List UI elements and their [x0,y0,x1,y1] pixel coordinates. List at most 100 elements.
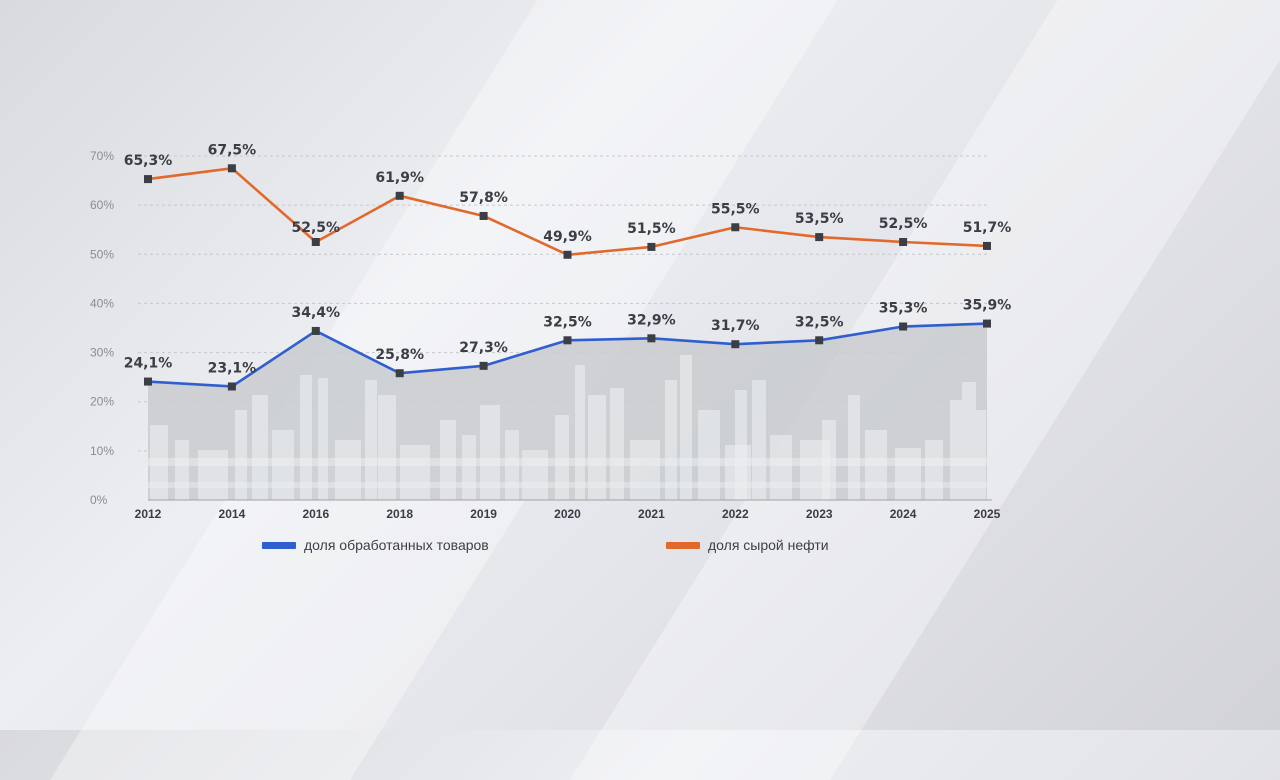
data-label-manufactured: 32,5% [795,314,844,330]
silhouette-tower [378,395,396,500]
silhouette-tower [252,395,268,500]
silhouette-tower [480,405,500,500]
data-point-crude_oil [227,164,236,173]
silhouette-tower [630,440,660,500]
data-point-crude_oil [647,242,656,251]
silhouette-tower [365,380,377,500]
x-tick-label: 2019 [470,507,497,521]
silhouette-tower [462,435,476,500]
legend-label-manufactured: доля обработанных товаров [304,537,489,553]
data-point-manufactured [563,336,572,345]
silhouette-tower [976,410,986,500]
data-label-manufactured: 35,9% [963,298,1012,314]
silhouette-pipe [148,482,987,488]
data-point-manufactured [227,382,236,391]
x-tick-label: 2020 [554,507,581,521]
data-point-manufactured [395,369,404,378]
x-tick-label: 2012 [135,507,162,521]
x-tick-label: 2024 [890,507,917,521]
data-point-crude_oil [479,211,488,220]
data-label-manufactured: 23,1% [208,360,257,376]
x-tick-label: 2022 [722,507,749,521]
data-point-manufactured [899,322,908,331]
silhouette-tower [665,380,677,500]
y-tick-label: 60% [90,198,114,212]
y-tick-label: 0% [90,493,108,507]
data-label-crude_oil: 51,7% [963,220,1012,236]
silhouette-tower [752,380,766,500]
data-point-crude_oil [731,223,740,232]
silhouette-tower [400,445,430,500]
y-tick-label: 20% [90,395,114,409]
data-label-manufactured: 27,3% [459,340,508,356]
data-label-crude_oil: 53,5% [795,211,844,227]
data-point-manufactured [983,319,991,328]
axes: 0% 10% 20% 30% 40% 50% 60% 70% 2012 2014 2016 2018 2… [90,149,1001,521]
x-tick-label: 2025 [974,507,1001,521]
legend-manufactured: доля обработанных товаров [262,537,489,553]
y-tick-label: 10% [90,444,114,458]
x-tick-label: 2018 [386,507,413,521]
data-label-manufactured: 32,5% [543,314,592,330]
data-label-crude_oil: 57,8% [459,190,508,206]
silhouette-tower [895,448,921,500]
data-point-crude_oil [983,241,991,250]
silhouette-tower [300,375,312,500]
x-tick-label: 2021 [638,507,665,521]
series-points [144,164,991,391]
data-point-crude_oil [563,250,572,259]
data-label-crude_oil: 51,5% [627,221,676,237]
data-point-crude_oil [395,191,404,200]
silhouette-tower [680,355,692,500]
silhouette-tower [175,440,189,500]
silhouette-tower [950,400,962,500]
data-label-manufactured: 32,9% [627,312,676,328]
data-label-crude_oil: 67,5% [208,142,257,158]
data-point-manufactured [647,334,656,343]
legend-swatch-manufactured [262,541,296,549]
silhouette-tower [522,450,548,500]
data-point-manufactured [144,377,152,386]
silhouette-tower [235,410,247,500]
x-tick-label: 2023 [806,507,833,521]
data-label-crude_oil: 55,5% [711,201,760,217]
silhouette-tower [318,378,328,500]
data-label-manufactured: 25,8% [375,347,424,363]
data-point-manufactured [731,340,740,349]
x-tick-label: 2014 [219,507,246,521]
silhouette-tower [770,435,792,500]
silhouette-tower [575,365,585,500]
silhouette-tower [555,415,569,500]
data-point-crude_oil [899,238,908,246]
silhouette-tower [335,440,361,500]
silhouette-tower [610,388,624,500]
data-label-manufactured: 35,3% [879,301,928,317]
silhouette-tower [735,390,747,500]
industrial-silhouette [148,355,987,500]
data-point-manufactured [479,361,488,370]
line-chart: 0% 10% 20% 30% 40% 50% 60% 70% 2012 2014 2016 2018 2… [90,142,1012,521]
data-label-crude_oil: 49,9% [543,229,592,245]
y-tick-label: 30% [90,346,114,360]
silhouette-tower [848,395,860,500]
legend-swatch-crude-oil [666,541,700,549]
data-point-crude_oil [311,238,320,246]
data-label-crude_oil: 61,9% [375,170,424,186]
silhouette-tower [588,395,606,500]
silhouette-tower [925,440,943,500]
data-label-manufactured: 31,7% [711,318,760,334]
silhouette-pipe [148,458,987,466]
legend-label-crude-oil: доля сырой нефти [708,537,829,553]
data-labels: 24,1% 23,1% 34,4% 25,8% 27,3% 32,5% 32,9% 31,7%… [124,142,1012,376]
data-point-manufactured [815,336,824,345]
silhouette-tower [962,382,976,500]
legend-crude-oil: доля сырой нефти [666,537,829,553]
data-label-crude_oil: 52,5% [879,216,928,232]
data-point-crude_oil [144,175,152,184]
x-tick-label: 2016 [302,507,329,521]
y-tick-label: 40% [90,296,114,310]
silhouette-tower [198,450,228,500]
y-tick-label: 50% [90,247,114,261]
data-label-manufactured: 34,4% [292,305,341,321]
data-label-manufactured: 24,1% [124,356,173,372]
